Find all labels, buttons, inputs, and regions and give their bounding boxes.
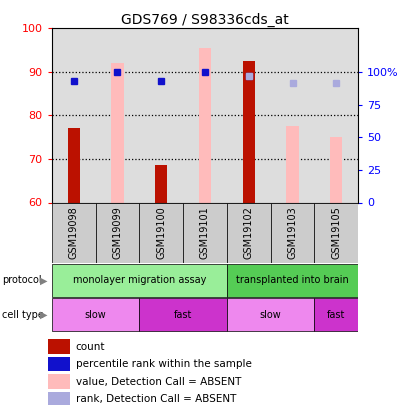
Bar [96,202,139,263]
Text: monolayer migration assay: monolayer migration assay [72,275,206,286]
Text: ▶: ▶ [40,275,48,286]
Bar [314,298,358,331]
Bar [227,202,271,263]
Title: GDS769 / S98336cds_at: GDS769 / S98336cds_at [121,13,289,27]
Bar [227,264,358,297]
Bar [96,28,139,202]
Text: GSM19099: GSM19099 [112,207,123,259]
Bar [68,128,80,202]
Bar [139,298,227,331]
Text: ▶: ▶ [40,310,48,320]
Text: GSM19100: GSM19100 [156,207,166,259]
Bar [287,126,298,202]
Bar [139,28,183,202]
Text: GSM19098: GSM19098 [68,207,79,259]
Bar [48,357,70,371]
Text: rank, Detection Call = ABSENT: rank, Detection Call = ABSENT [76,394,236,404]
Bar [199,48,211,202]
Text: fast: fast [327,310,345,320]
Text: count: count [76,342,105,352]
Text: GSM19102: GSM19102 [244,207,254,259]
Text: percentile rank within the sample: percentile rank within the sample [76,359,252,369]
Bar [52,264,227,297]
Text: slow: slow [85,310,106,320]
Bar [227,298,314,331]
Text: GSM19105: GSM19105 [331,207,341,259]
Text: protocol: protocol [2,275,42,286]
Bar [52,202,96,263]
Bar [314,28,358,202]
Bar [183,202,227,263]
Bar [52,28,96,202]
Bar [139,202,183,263]
Bar [48,392,70,405]
Text: fast: fast [174,310,192,320]
Text: GSM19103: GSM19103 [287,207,298,259]
Text: slow: slow [260,310,281,320]
Text: cell type: cell type [2,310,44,320]
Text: GSM19101: GSM19101 [200,207,210,259]
Bar [271,28,314,202]
Bar [330,137,342,202]
Bar [314,202,358,263]
Bar [183,28,227,202]
Bar [271,202,314,263]
Bar [155,166,167,202]
Text: value, Detection Call = ABSENT: value, Detection Call = ABSENT [76,377,241,387]
Bar [52,298,139,331]
Bar [48,374,70,389]
Bar [227,28,271,202]
Bar [111,63,123,202]
Bar [243,61,255,202]
Bar [48,339,70,354]
Text: transplanted into brain: transplanted into brain [236,275,349,286]
